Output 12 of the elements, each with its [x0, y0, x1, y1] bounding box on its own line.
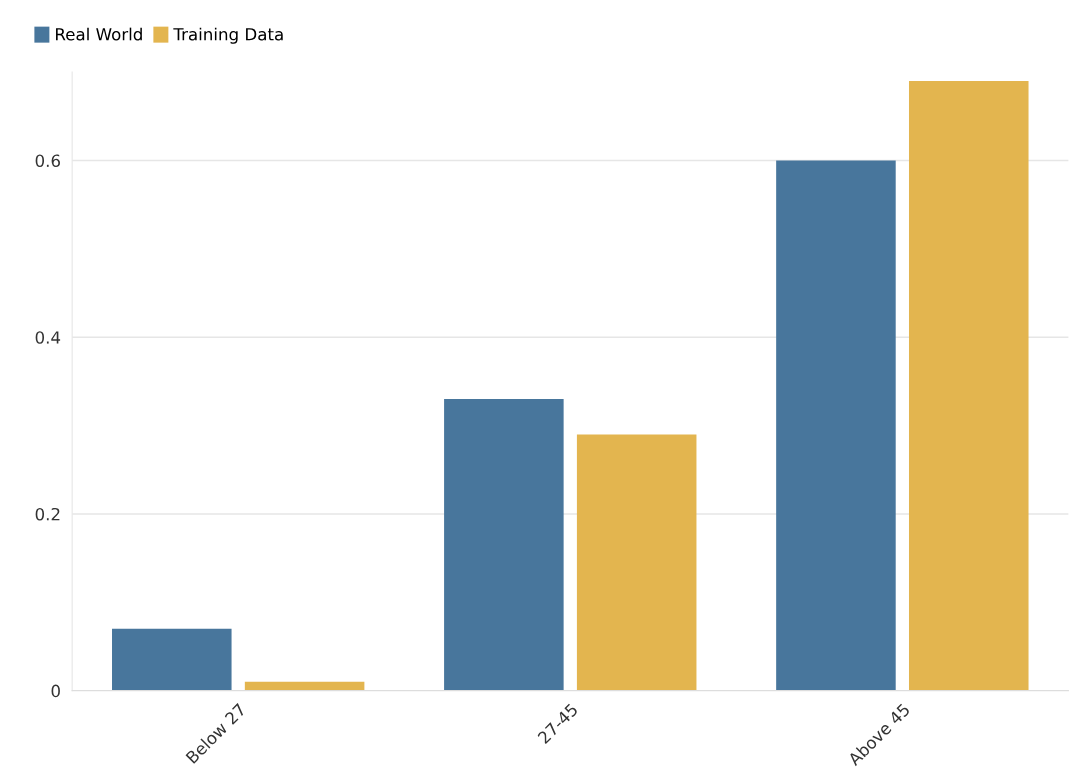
bar	[244, 681, 365, 691]
bar	[112, 628, 232, 691]
bar	[576, 434, 697, 691]
y-tick-label: 0.2	[35, 507, 60, 521]
bar	[444, 399, 564, 691]
bar	[908, 81, 1029, 691]
y-tick-label: 0	[51, 684, 60, 698]
legend-label: Real World	[56, 27, 142, 41]
bar	[776, 160, 896, 691]
y-tick-label: 0.6	[35, 154, 60, 168]
y-tick-label: 0.4	[35, 331, 61, 344]
legend-label: Training Data	[173, 27, 283, 44]
